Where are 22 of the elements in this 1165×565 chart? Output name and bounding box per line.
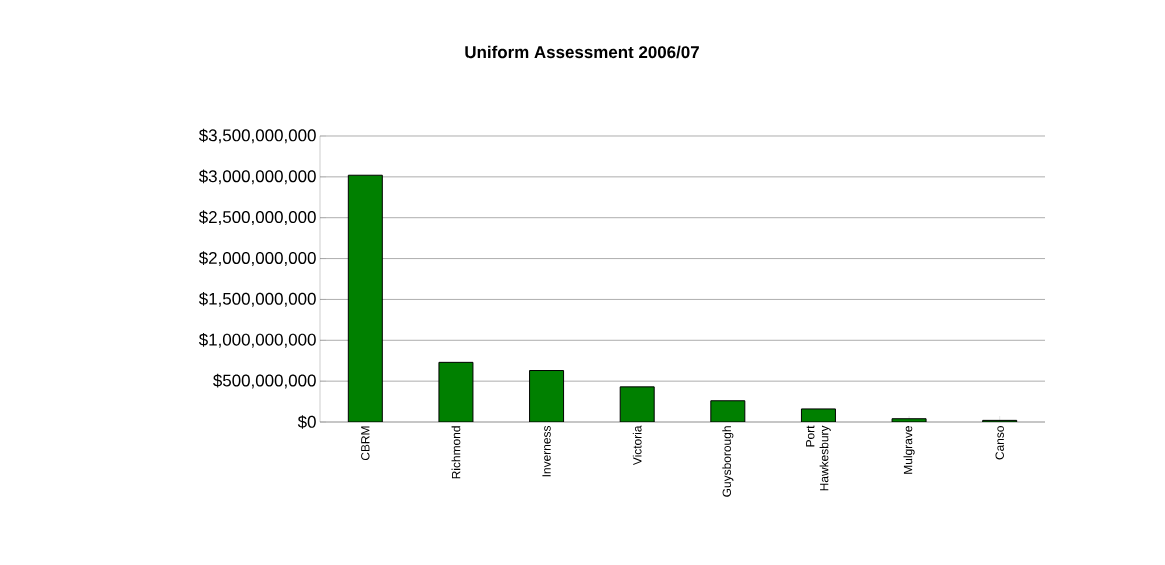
y-tick-label: $3,500,000,000 (198, 128, 316, 144)
y-tick-label: $1,500,000,000 (198, 292, 316, 307)
y-tick-label: $1,000,000,000 (198, 332, 316, 348)
bar (710, 400, 746, 422)
y-tick-label: $2,000,000,000 (198, 251, 316, 266)
y-tick-label: $500,000,000 (213, 373, 316, 389)
x-tick-label: Richmond (451, 426, 461, 479)
x-tick-label: Port Hawkesbury (806, 425, 831, 491)
bar (438, 361, 474, 422)
y-tick-label: $3,000,000,000 (198, 169, 316, 185)
bar (529, 370, 565, 422)
x-tick-label: Victoria (632, 425, 642, 466)
x-tick-label: Inverness (542, 425, 551, 477)
chart-title: Uniform Assessment 2006/07 (465, 45, 699, 59)
x-tick-label: Guysborough (722, 426, 734, 497)
x-tick-label: Mulgrave (903, 426, 915, 474)
bar (619, 386, 655, 422)
bar (347, 174, 383, 422)
y-tick-label: $0 (297, 415, 316, 429)
x-tick-label: Canso (995, 426, 1004, 460)
y-tick-label: $2,500,000,000 (198, 210, 316, 226)
x-tick-label: CBRM (361, 426, 370, 461)
